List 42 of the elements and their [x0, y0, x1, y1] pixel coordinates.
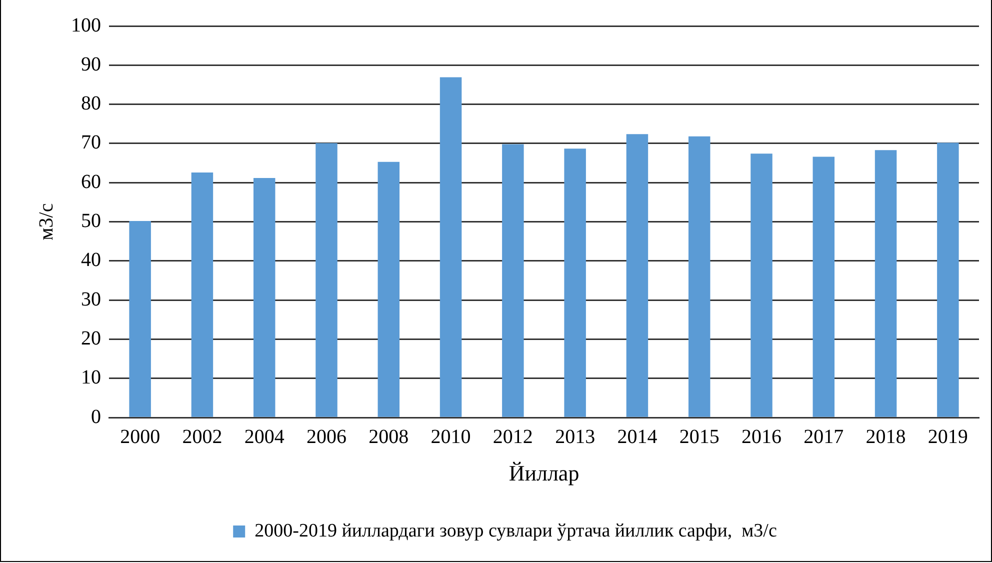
y-tick-label: 70	[81, 132, 101, 154]
bar	[316, 143, 338, 417]
x-tick-label: 2012	[492, 426, 533, 448]
bar	[937, 142, 959, 417]
x-tick-label: 2013	[555, 426, 596, 448]
y-tick-label: 0	[91, 406, 101, 428]
y-tick-label: 20	[81, 328, 101, 350]
bar	[874, 150, 897, 417]
bar	[688, 136, 710, 417]
y-tick-label: 90	[81, 53, 101, 76]
bar	[626, 134, 648, 417]
x-tick-label: 2017	[804, 426, 844, 448]
x-tick-label: 2000	[120, 426, 160, 448]
bar	[378, 162, 400, 417]
bar	[564, 148, 586, 417]
x-tick-label: 2015	[679, 426, 720, 448]
y-axis-title: м3/с	[35, 203, 58, 240]
x-tick-label: 2004	[244, 426, 284, 448]
legend-label: 2000-2019 йиллардаги зовур сувлари ўртача йиллик сарфи, м3/с	[254, 520, 777, 542]
x-tick-label: 2010	[430, 426, 471, 448]
bar	[440, 77, 462, 417]
x-axis-title: Йиллар	[508, 460, 580, 486]
y-tick-label: 100	[71, 14, 101, 36]
x-tick-label: 2008	[368, 426, 409, 448]
y-tick-label: 10	[81, 366, 101, 389]
bar	[750, 154, 772, 417]
y-tick-label: 80	[81, 92, 101, 115]
bar	[502, 144, 524, 417]
bar	[129, 221, 151, 417]
y-tick-label: 60	[81, 170, 101, 193]
y-tick-label: 50	[81, 210, 101, 232]
x-tick-label: 2002	[182, 426, 222, 448]
x-tick-label: 2019	[928, 426, 968, 448]
x-tick-label: 2016	[742, 426, 782, 448]
y-tick-label: 40	[81, 249, 101, 272]
bar	[812, 156, 835, 417]
bar	[191, 172, 214, 417]
x-tick-label: 2014	[617, 426, 658, 448]
x-tick-label: 2018	[866, 426, 906, 448]
x-tick-label: 2006	[306, 426, 346, 448]
y-tick-label: 30	[81, 288, 101, 310]
bar	[253, 178, 276, 417]
